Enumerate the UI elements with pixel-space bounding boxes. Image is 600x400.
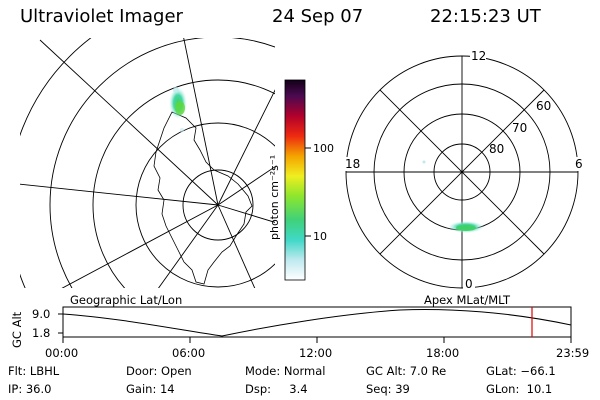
track-y-top: 9.0 <box>32 307 50 321</box>
mlt-label-6: 6 <box>575 157 583 171</box>
image-date: 24 Sep 07 <box>272 6 364 27</box>
colorbar-tick-10: 10 <box>313 230 327 243</box>
glat-info: GLat: −66.1 <box>486 364 556 378</box>
track-y-bottom: 1.8 <box>32 326 50 340</box>
track-ylabel: GC Alt <box>10 311 24 348</box>
colorbar-tick-100: 100 <box>313 142 334 155</box>
time-tick-1800: 18:00 <box>426 346 459 360</box>
mlt-label-12: 12 <box>471 49 486 63</box>
mlt-label-18: 18 <box>345 157 360 171</box>
filter-info: Flt: LBHL <box>8 364 60 378</box>
gain-info: Gain: 14 <box>126 382 175 396</box>
track-right-title: Apex MLat/MLT <box>424 293 511 307</box>
seq-info: Seq: 39 <box>366 382 410 396</box>
glon-info: GLon: 10.1 <box>486 382 553 396</box>
mlat-label-60: 60 <box>536 99 551 113</box>
geographic-map <box>20 38 275 288</box>
track-left-title: Geographic Lat/Lon <box>70 293 182 307</box>
orbit-track: Geographic Lat/Lon Apex MLat/MLT GC Alt … <box>10 293 589 360</box>
mlat-label-80: 80 <box>489 142 504 156</box>
door-info: Door: Open <box>126 364 192 378</box>
instrument-title: Ultraviolet Imager <box>20 6 183 27</box>
mode-info: Mode: Normal <box>245 364 326 378</box>
dsp-info: Dsp: 3.4 <box>245 382 308 396</box>
time-tick-0000: 00:00 <box>45 346 78 360</box>
image-time: 22:15:23 UT <box>430 6 541 27</box>
time-tick-0600: 06:00 <box>172 346 205 360</box>
ip-info: IP: 36.0 <box>8 382 52 396</box>
mlat-label-70: 70 <box>512 121 527 135</box>
mlt-label-0: 0 <box>465 277 473 291</box>
colorbar-unit-label: photon cm⁻²s⁻¹ <box>268 155 281 240</box>
colorbar: 100 10 photon cm⁻²s⁻¹ <box>268 79 334 281</box>
time-tick-1200: 12:00 <box>299 346 332 360</box>
polar-plot: 12 18 6 0 60 70 80 <box>344 48 586 291</box>
time-tick-2359: 23:59 <box>556 346 589 360</box>
gc-alt-info: GC Alt: 7.0 Re <box>366 364 447 378</box>
